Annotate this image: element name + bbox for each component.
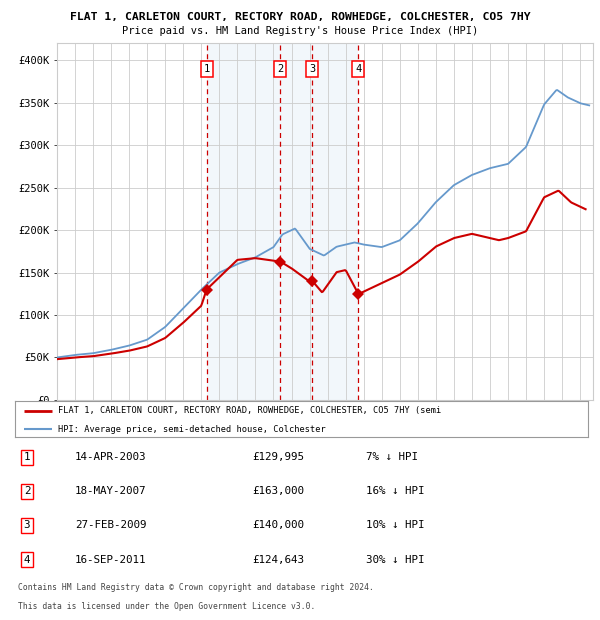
Bar bbox=[206, 43, 358, 400]
Text: 10% ↓ HPI: 10% ↓ HPI bbox=[366, 520, 425, 531]
Text: 30% ↓ HPI: 30% ↓ HPI bbox=[366, 554, 425, 565]
Text: 2: 2 bbox=[24, 486, 30, 497]
Text: FLAT 1, CARLETON COURT, RECTORY ROAD, ROWHEDGE, COLCHESTER, CO5 7HY (semi: FLAT 1, CARLETON COURT, RECTORY ROAD, RO… bbox=[58, 406, 441, 415]
Text: 3: 3 bbox=[310, 64, 316, 74]
Text: £124,643: £124,643 bbox=[252, 554, 304, 565]
Text: 4: 4 bbox=[24, 554, 30, 565]
Text: 1: 1 bbox=[24, 452, 30, 463]
Text: 3: 3 bbox=[24, 520, 30, 531]
Text: Price paid vs. HM Land Registry's House Price Index (HPI): Price paid vs. HM Land Registry's House … bbox=[122, 26, 478, 36]
Text: 4: 4 bbox=[355, 64, 362, 74]
Text: Contains HM Land Registry data © Crown copyright and database right 2024.: Contains HM Land Registry data © Crown c… bbox=[18, 583, 374, 593]
Text: This data is licensed under the Open Government Licence v3.0.: This data is licensed under the Open Gov… bbox=[18, 602, 316, 611]
Text: 16% ↓ HPI: 16% ↓ HPI bbox=[366, 486, 425, 497]
Text: 18-MAY-2007: 18-MAY-2007 bbox=[75, 486, 146, 497]
Text: 14-APR-2003: 14-APR-2003 bbox=[75, 452, 146, 463]
Text: 1: 1 bbox=[203, 64, 209, 74]
Text: £129,995: £129,995 bbox=[252, 452, 304, 463]
Text: FLAT 1, CARLETON COURT, RECTORY ROAD, ROWHEDGE, COLCHESTER, CO5 7HY: FLAT 1, CARLETON COURT, RECTORY ROAD, RO… bbox=[70, 12, 530, 22]
Text: 7% ↓ HPI: 7% ↓ HPI bbox=[366, 452, 418, 463]
Text: £163,000: £163,000 bbox=[252, 486, 304, 497]
Text: 16-SEP-2011: 16-SEP-2011 bbox=[75, 554, 146, 565]
Text: 27-FEB-2009: 27-FEB-2009 bbox=[75, 520, 146, 531]
Text: 2: 2 bbox=[277, 64, 283, 74]
Text: HPI: Average price, semi-detached house, Colchester: HPI: Average price, semi-detached house,… bbox=[58, 425, 326, 433]
Text: £140,000: £140,000 bbox=[252, 520, 304, 531]
